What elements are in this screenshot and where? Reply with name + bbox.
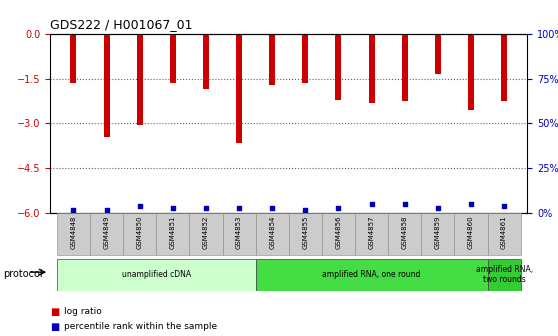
Text: GSM4851: GSM4851 (170, 215, 176, 249)
Text: GSM4857: GSM4857 (369, 215, 374, 249)
Text: unamplified cDNA: unamplified cDNA (122, 270, 191, 279)
Text: GSM4855: GSM4855 (302, 215, 309, 249)
Point (301, 207, 310, 212)
FancyBboxPatch shape (90, 213, 123, 255)
Text: GSM4853: GSM4853 (236, 215, 242, 249)
Bar (203, 34, 209, 89)
Point (466, 202, 475, 207)
FancyBboxPatch shape (156, 213, 189, 255)
Text: GSM4852: GSM4852 (203, 215, 209, 249)
Point (201, 205, 210, 211)
FancyBboxPatch shape (256, 259, 488, 291)
FancyBboxPatch shape (223, 213, 256, 255)
Point (268, 205, 277, 211)
Text: GSM4850: GSM4850 (137, 215, 143, 249)
Bar (501, 34, 507, 101)
FancyBboxPatch shape (388, 213, 421, 255)
FancyBboxPatch shape (256, 213, 289, 255)
Text: ■: ■ (50, 322, 60, 332)
Point (334, 205, 343, 211)
Text: log ratio: log ratio (64, 307, 102, 316)
Bar (269, 34, 275, 85)
FancyBboxPatch shape (488, 259, 521, 291)
Point (169, 205, 177, 211)
FancyBboxPatch shape (189, 213, 223, 255)
Bar (302, 34, 309, 83)
FancyBboxPatch shape (355, 213, 388, 255)
Text: amplified RNA, one round: amplified RNA, one round (323, 270, 421, 279)
FancyBboxPatch shape (454, 213, 488, 255)
Text: GSM4856: GSM4856 (335, 215, 341, 249)
Text: GSM4860: GSM4860 (468, 215, 474, 249)
FancyBboxPatch shape (488, 213, 521, 255)
Bar (369, 34, 374, 102)
Text: protocol: protocol (3, 269, 42, 279)
Bar (402, 34, 408, 101)
Text: ■: ■ (50, 307, 60, 317)
Text: GSM4849: GSM4849 (104, 215, 109, 249)
Bar (170, 34, 176, 83)
Bar (137, 34, 143, 125)
Point (135, 204, 144, 209)
Point (234, 205, 243, 211)
FancyBboxPatch shape (289, 213, 322, 255)
Point (434, 205, 442, 211)
Text: GSM4858: GSM4858 (402, 215, 408, 249)
Text: GDS222 / H001067_01: GDS222 / H001067_01 (50, 18, 193, 32)
Point (367, 202, 376, 207)
Point (400, 202, 409, 207)
Bar (104, 34, 109, 137)
Point (499, 204, 508, 209)
FancyBboxPatch shape (421, 213, 454, 255)
FancyBboxPatch shape (57, 259, 256, 291)
Bar (236, 34, 242, 143)
Text: GSM4859: GSM4859 (435, 215, 441, 249)
Bar (70, 34, 76, 83)
Point (69, 207, 78, 212)
Text: percentile rank within the sample: percentile rank within the sample (64, 322, 217, 331)
Bar (435, 34, 441, 74)
Text: amplified RNA,
two rounds: amplified RNA, two rounds (475, 265, 533, 284)
Bar (468, 34, 474, 110)
Text: GSM4848: GSM4848 (70, 215, 76, 249)
Point (102, 207, 111, 212)
FancyBboxPatch shape (322, 213, 355, 255)
Text: GSM4861: GSM4861 (501, 215, 507, 249)
FancyBboxPatch shape (57, 213, 90, 255)
Text: GSM4854: GSM4854 (269, 215, 275, 249)
FancyBboxPatch shape (123, 213, 156, 255)
Bar (335, 34, 341, 99)
